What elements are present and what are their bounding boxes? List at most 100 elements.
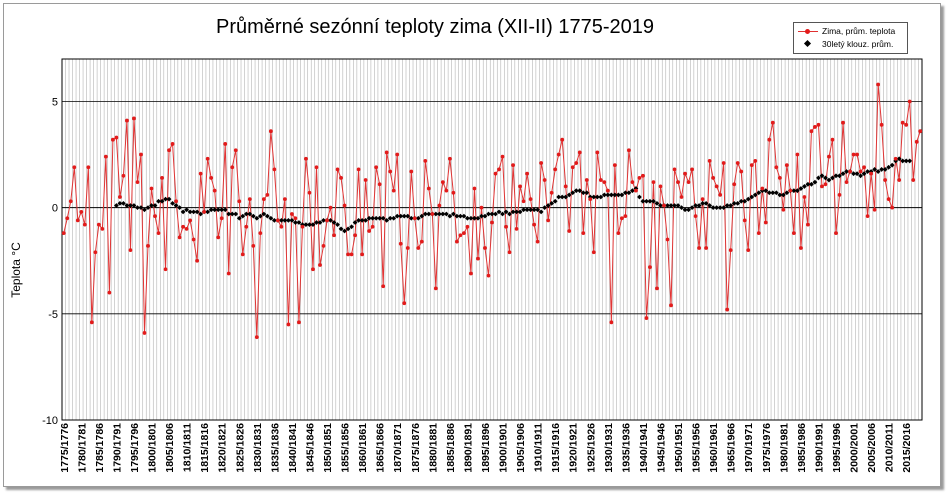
- data-point-mean: [283, 197, 287, 202]
- data-point-mean: [609, 320, 614, 325]
- x-tick-label: 1990/1991: [813, 423, 825, 473]
- data-point-mean: [61, 231, 66, 236]
- legend-label-moving-average: 30letý klouz. prům.: [822, 39, 894, 49]
- moving-average-point: [254, 215, 260, 221]
- moving-average-point: [142, 207, 147, 213]
- data-point-mean: [756, 231, 761, 236]
- x-tick-label: 1855/1856: [340, 423, 352, 473]
- data-point-mean: [700, 197, 705, 202]
- data-point-mean: [483, 246, 487, 250]
- data-point-mean: [447, 156, 452, 161]
- moving-average-point: [630, 188, 635, 194]
- data-point-mean: [293, 216, 298, 221]
- data-point-mean: [721, 161, 726, 165]
- data-point-mean: [500, 154, 505, 159]
- data-point-mean: [195, 258, 200, 263]
- x-tick-label: 1870/1871: [392, 423, 404, 473]
- data-point-mean: [897, 178, 902, 182]
- data-point-mean: [883, 178, 888, 182]
- data-point-mean: [391, 188, 396, 193]
- moving-average-point: [352, 220, 358, 225]
- data-point-mean: [395, 152, 400, 157]
- x-tick-label: 1775/1776: [59, 423, 71, 473]
- data-point-mean: [72, 165, 77, 170]
- data-point-mean: [223, 142, 228, 146]
- data-point-mean: [142, 331, 147, 335]
- data-point-mean: [455, 239, 459, 244]
- moving-average-point: [321, 217, 326, 223]
- moving-average-point: [419, 213, 425, 219]
- moving-average-point: [307, 222, 312, 228]
- data-point-mean: [444, 188, 449, 193]
- data-point-mean: [121, 173, 126, 178]
- x-tick-label: 1920/1921: [568, 423, 580, 473]
- x-tick-label: 1940/1941: [638, 423, 650, 473]
- data-point-mean: [493, 171, 498, 176]
- data-point-mean: [349, 252, 354, 257]
- moving-average-point: [117, 200, 123, 206]
- data-point-mean: [848, 169, 852, 174]
- data-point-mean: [240, 252, 245, 257]
- data-point-mean: [300, 224, 305, 229]
- data-point-mean: [184, 226, 189, 231]
- data-point-mean: [100, 226, 105, 231]
- x-tick-label: 1840/1841: [287, 423, 299, 473]
- x-tick-label: 1830/1831: [252, 423, 264, 473]
- data-point-mean: [103, 154, 108, 159]
- data-point-mean: [914, 139, 919, 144]
- data-point-mean: [384, 150, 389, 155]
- x-tick-label: 1845/1846: [304, 423, 316, 473]
- data-point-mean: [781, 207, 786, 212]
- moving-average-point: [363, 217, 369, 223]
- data-point-mean: [770, 120, 775, 125]
- moving-average-point: [422, 211, 428, 217]
- data-point-mean: [872, 207, 877, 212]
- data-point-mean: [198, 171, 203, 176]
- data-point-mean: [725, 307, 730, 312]
- data-point-mean: [813, 125, 817, 129]
- moving-average-point: [465, 215, 470, 221]
- data-point-mean: [86, 165, 91, 170]
- data-point-mean: [591, 250, 596, 255]
- moving-average-point: [331, 220, 337, 225]
- data-point-mean: [553, 167, 558, 172]
- moving-average-point: [271, 217, 277, 223]
- moving-average-point: [314, 220, 319, 225]
- data-point-mean: [732, 182, 737, 187]
- series-line-mean: [63, 84, 921, 338]
- data-point-mean: [728, 248, 733, 253]
- y-tick-label: 0: [52, 203, 58, 215]
- data-point-mean: [827, 154, 831, 159]
- data-point-mean: [518, 184, 522, 189]
- x-tick-label: 1880/1881: [427, 423, 439, 473]
- data-point-mean: [135, 180, 140, 185]
- x-tick-label: 1985/1986: [796, 423, 808, 473]
- data-point-mean: [525, 171, 529, 176]
- moving-average-point: [293, 220, 298, 225]
- x-tick-label: 1980/1981: [778, 423, 790, 473]
- moving-average-point: [472, 215, 477, 221]
- data-point-mean: [205, 156, 210, 161]
- moving-average-point: [500, 211, 505, 217]
- y-axis-label: Teplota °C: [9, 242, 23, 298]
- data-point-mean: [655, 286, 659, 291]
- x-tick-label: 2015/2016: [901, 423, 913, 473]
- data-point-mean: [318, 263, 322, 267]
- moving-average-point: [823, 175, 828, 181]
- x-tick-label: 1975/1976: [761, 423, 773, 473]
- x-tick-label: 1995/1996: [831, 423, 843, 473]
- moving-average-point: [545, 203, 551, 208]
- x-tick-label: 1825/1826: [234, 423, 246, 473]
- data-point-mean: [209, 176, 214, 180]
- data-point-mean: [377, 182, 382, 187]
- data-point-mean: [521, 199, 526, 204]
- moving-average-point: [447, 213, 453, 219]
- data-point-mean: [714, 184, 719, 189]
- x-tick-label: 1885/1886: [445, 423, 457, 473]
- moving-average-point: [566, 192, 572, 198]
- data-point-mean: [630, 180, 635, 185]
- data-point-mean: [791, 231, 796, 236]
- data-point-mean: [426, 186, 431, 191]
- data-point-mean: [507, 250, 512, 255]
- data-point-mean: [279, 224, 284, 229]
